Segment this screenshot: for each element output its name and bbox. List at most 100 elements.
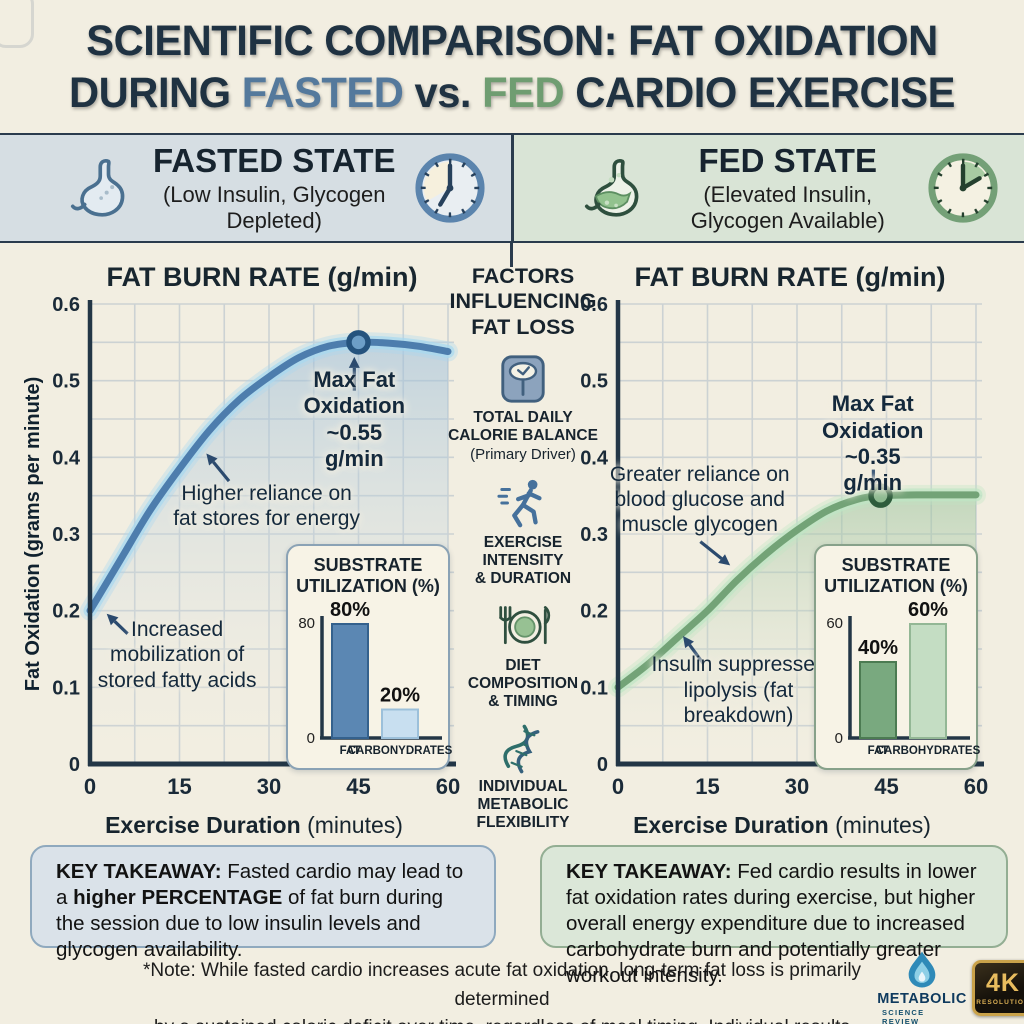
title-line-1: SCIENTIFIC COMPARISON: FAT OXIDATION <box>86 17 938 65</box>
svg-text:FAT: FAT <box>868 745 889 757</box>
fasted-state-text: FASTED STATE (Low Insulin, Glycogen Depl… <box>150 142 399 234</box>
svg-text:0.3: 0.3 <box>52 524 80 546</box>
substrate-inset-title: SUBSTRATE UTILIZATION (%) <box>296 555 440 596</box>
tick-labels: 0 0.1 0.2 0.3 0.4 0.5 0.6 0 15 30 45 60 <box>52 294 460 799</box>
fasted-chart: FAT BURN RATE (g/min) 0 0.1 0.2 0.3 0.4 0.5 0.… <box>22 256 484 848</box>
fed-state-title: FED STATE <box>698 142 877 179</box>
inset-bars <box>331 623 419 740</box>
badge-sublabel: RESOLUTION <box>976 998 1024 1006</box>
fed-state-subtitle: (Elevated Insulin, Glycogen Available) <box>690 182 885 233</box>
brand-name: METABOLIC <box>877 991 967 1007</box>
brand-block: METABOLIC SCIENCE REVIEW 4K RESOLUTION <box>877 950 1024 1024</box>
svg-text:0.6: 0.6 <box>580 294 608 316</box>
badge-label: 4K <box>986 968 1020 997</box>
fed-x-axis-label: Exercise Duration (minutes) <box>633 812 931 838</box>
brand-logo: METABOLIC SCIENCE REVIEW <box>877 950 966 1024</box>
clock-icon-fasted <box>414 153 485 223</box>
factor-diet-composition: DIET COMPOSITION & TIMING <box>448 601 598 711</box>
svg-text:45: 45 <box>346 774 370 799</box>
svg-text:0: 0 <box>835 730 843 747</box>
factor-metabolic-flexibility: INDIVIDUAL METABOLIC FLEXIBILITY <box>448 724 598 832</box>
factor-label: EXERCISE INTENSITY & DURATION <box>474 534 572 587</box>
svg-text:FAT: FAT <box>340 745 361 757</box>
state-headers: FASTED STATE (Low Insulin, Glycogen Depl… <box>0 133 1024 243</box>
svg-text:20%: 20% <box>380 685 420 707</box>
divider-stub <box>510 241 513 267</box>
svg-text:0: 0 <box>69 754 80 776</box>
key-takeaway-fasted: KEY TAKEAWAY: Fasted cardio may lead to … <box>30 845 496 961</box>
svg-text:80: 80 <box>298 615 315 632</box>
fed-state-text: FED STATE (Elevated Insulin, Glycogen Av… <box>664 142 913 234</box>
svg-text:0.2: 0.2 <box>580 601 608 623</box>
factor-calorie-balance: TOTAL DAILY CALORIE BALANCE (Primary Dri… <box>448 353 598 463</box>
factor-label: INDIVIDUAL METABOLIC FLEXIBILITY <box>476 777 570 831</box>
full-stomach-icon <box>584 159 638 217</box>
fasted-state-subtitle: (Low Insulin, Glycogen Depleted) <box>162 182 386 233</box>
dna-icon <box>503 724 540 774</box>
svg-text:CARBONYDRATES: CARBONYDRATES <box>348 745 453 757</box>
svg-text:80%: 80% <box>330 599 370 621</box>
y-axis-label: Fat Oxidation (grams per minute) <box>22 377 44 691</box>
svg-text:Fat Oxidation (grams per minut: Fat Oxidation (grams per minute) <box>22 377 44 691</box>
svg-text:60: 60 <box>826 615 843 632</box>
fed-chart: FAT BURN RATE (g/min) 0 0.1 0.2 0.3 0.4 0.5 0.… <box>552 256 1012 848</box>
empty-stomach-icon <box>70 159 125 217</box>
svg-text:0.1: 0.1 <box>580 677 608 699</box>
svg-text:0.6: 0.6 <box>52 294 80 316</box>
svg-text:0.4: 0.4 <box>580 447 609 469</box>
key-takeaway-fed: KEY TAKEAWAY: Fed cardio results in lowe… <box>540 845 1008 987</box>
fasted-state-title: FASTED STATE <box>152 142 396 179</box>
main-title: SCIENTIFIC COMPARISON: FAT OXIDATION DUR… <box>0 16 1024 119</box>
svg-text:0.5: 0.5 <box>580 371 608 393</box>
brand-subtitle: SCIENCE REVIEW <box>882 1008 925 1024</box>
svg-text:0: 0 <box>307 730 315 747</box>
annotation-arrows <box>106 356 360 635</box>
header-divider <box>510 135 514 241</box>
curve <box>608 484 986 698</box>
factor-label: DIET COMPOSITION & TIMING <box>467 656 579 710</box>
svg-text:30: 30 <box>257 774 281 799</box>
runner-icon <box>497 479 542 528</box>
factor-exercise-intensity: EXERCISE INTENSITY & DURATION <box>448 476 598 588</box>
svg-text:45: 45 <box>874 774 898 799</box>
substrate-inset-fasted: SUBSTRATE UTILIZATION (%) 80 0 80% FAT 20% CA… <box>286 544 453 770</box>
inset-bars <box>859 623 947 740</box>
svg-text:0: 0 <box>612 774 624 799</box>
inset-labels: 80 0 80% FAT 20% CARBONYDRATES <box>298 599 452 757</box>
svg-text:40%: 40% <box>858 637 898 659</box>
substrate-inset-fed: SUBSTRATE UTILIZATION (%) 60 0 40% FAT 60% CA… <box>814 544 981 770</box>
svg-text:15: 15 <box>167 774 191 799</box>
max-marker <box>868 483 893 508</box>
factor-label: TOTAL DAILY CALORIE BALANCE <box>448 409 598 445</box>
scale-icon <box>501 355 545 403</box>
svg-text:0: 0 <box>84 774 96 799</box>
4k-resolution-badge: 4K RESOLUTION <box>972 960 1024 1016</box>
curve <box>80 332 458 621</box>
factors-heading: FACTORS INFLUENCING FAT LOSS <box>449 264 597 339</box>
svg-text:60: 60 <box>964 774 988 799</box>
tick-labels: 0 0.1 0.2 0.3 0.4 0.5 0.6 0 15 30 45 60 <box>580 294 988 799</box>
fasted-x-axis-label: Exercise Duration (minutes) <box>105 812 403 838</box>
svg-text:0: 0 <box>597 754 608 776</box>
svg-text:0.5: 0.5 <box>52 371 80 393</box>
inset-labels: 60 0 40% FAT 60% CARBOHYDRATES <box>826 599 980 757</box>
svg-text:0.2: 0.2 <box>52 601 80 623</box>
svg-text:0.1: 0.1 <box>52 677 80 699</box>
svg-text:0.4: 0.4 <box>52 447 81 469</box>
clock-icon-fed <box>928 153 998 223</box>
svg-text:60: 60 <box>436 774 460 799</box>
corner-artifact <box>0 0 34 48</box>
factor-sublabel: (Primary Driver) <box>470 446 576 464</box>
svg-text:0.3: 0.3 <box>580 524 608 546</box>
annotation-arrows <box>683 469 879 665</box>
factors-column: FACTORS INFLUENCING FAT LOSS TOTAL DAILY… <box>448 264 598 832</box>
footnote: *Note: While fasted cardio increases acu… <box>142 960 862 1024</box>
fed-state-header: FED STATE (Elevated Insulin, Glycogen Av… <box>513 135 1024 241</box>
fasted-state-header: FASTED STATE (Low Insulin, Glycogen Depl… <box>0 135 511 241</box>
fasted-chart-title: FAT BURN RATE (g/min) <box>106 262 418 292</box>
substrate-bars-fed: 60 0 40% FAT 60% CARBOHYDRATES <box>826 599 980 757</box>
svg-text:15: 15 <box>695 774 719 799</box>
substrate-inset-title: SUBSTRATE UTILIZATION (%) <box>824 555 968 596</box>
svg-text:CARBOHYDRATES: CARBOHYDRATES <box>876 745 981 757</box>
substrate-bars-fasted: 80 0 80% FAT 20% CARBONYDRATES <box>298 599 452 757</box>
